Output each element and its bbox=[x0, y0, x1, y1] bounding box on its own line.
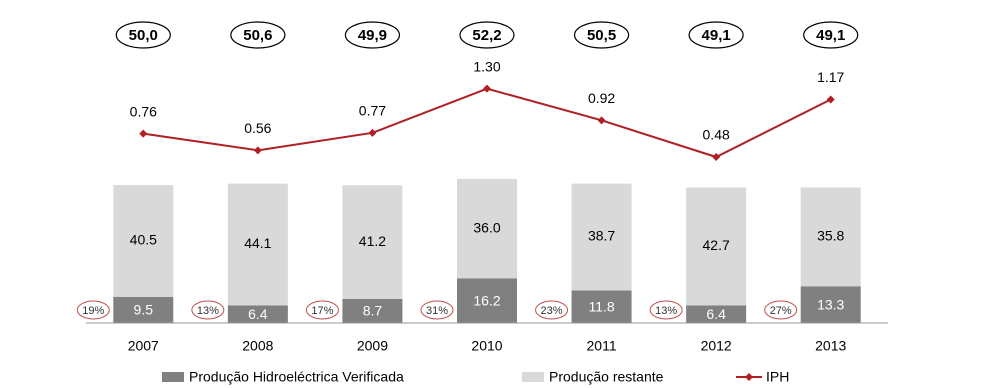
share-oval bbox=[649, 300, 683, 320]
data-label: 9.5 bbox=[134, 302, 154, 318]
share-oval bbox=[305, 300, 339, 320]
bar-segment bbox=[113, 296, 174, 323]
bar-segment bbox=[227, 305, 288, 323]
data-label: 40.5 bbox=[130, 232, 157, 248]
data-label: 41.2 bbox=[359, 233, 386, 249]
legend-swatch bbox=[522, 372, 544, 382]
bar-segment bbox=[686, 187, 747, 306]
data-label: 11.8 bbox=[588, 298, 614, 314]
x-tick-label: 2011 bbox=[587, 338, 617, 354]
data-label: 6.4 bbox=[706, 306, 726, 322]
bar-segment bbox=[571, 290, 632, 323]
total-label: 49,1 bbox=[816, 27, 845, 44]
bar-segment bbox=[342, 185, 403, 299]
data-label: 1.17 bbox=[817, 69, 844, 85]
data-label: 44.1 bbox=[244, 235, 271, 251]
total-oval bbox=[115, 21, 171, 49]
x-tick-label: 2010 bbox=[471, 338, 502, 354]
total-label: 50,6 bbox=[243, 27, 272, 44]
share-oval bbox=[420, 300, 454, 320]
total-oval bbox=[459, 21, 515, 49]
x-tick-label: 2009 bbox=[357, 338, 388, 354]
data-label: 16.2 bbox=[473, 292, 500, 308]
data-label: 13.3 bbox=[817, 296, 844, 312]
marker bbox=[483, 84, 491, 93]
data-label: 0.56 bbox=[244, 120, 271, 136]
data-label: 0.77 bbox=[359, 103, 386, 119]
share-oval bbox=[764, 300, 798, 320]
data-label: 38.7 bbox=[588, 228, 615, 244]
total-oval bbox=[230, 21, 286, 49]
marker bbox=[597, 116, 606, 125]
bar-segment bbox=[571, 183, 632, 291]
data-label: 36.0 bbox=[473, 219, 500, 235]
share-label: 13% bbox=[655, 305, 677, 317]
legend-label: Produção restante bbox=[549, 369, 664, 385]
bar-segment bbox=[342, 298, 403, 323]
data-label: 42.7 bbox=[703, 237, 730, 253]
x-tick-label: 2012 bbox=[701, 338, 732, 354]
share-label: 27% bbox=[770, 305, 792, 317]
bar-segment bbox=[800, 187, 861, 287]
total-label: 50,0 bbox=[129, 27, 158, 44]
total-label: 50,5 bbox=[587, 27, 616, 44]
marker bbox=[253, 146, 262, 155]
marker bbox=[826, 95, 835, 104]
x-tick-label: 2007 bbox=[128, 338, 159, 354]
x-tick-label: 2013 bbox=[815, 338, 846, 354]
data-label: 6.4 bbox=[248, 306, 268, 322]
data-label: 35.8 bbox=[817, 228, 844, 244]
total-oval bbox=[688, 21, 744, 49]
bar-segment bbox=[800, 286, 861, 323]
total-oval bbox=[344, 21, 401, 49]
share-label: 17% bbox=[311, 305, 333, 317]
marker bbox=[712, 153, 721, 161]
data-label: 8.7 bbox=[363, 303, 383, 319]
total-label: 49,9 bbox=[358, 27, 387, 44]
marker bbox=[139, 129, 148, 138]
legend-swatch bbox=[162, 372, 184, 382]
share-label: 23% bbox=[541, 305, 563, 317]
share-label: 31% bbox=[426, 305, 448, 317]
legend-swatch bbox=[745, 373, 753, 381]
share-label: 13% bbox=[197, 305, 219, 317]
total-oval bbox=[803, 21, 859, 49]
bar-segment bbox=[686, 305, 747, 323]
share-oval bbox=[191, 300, 225, 320]
data-label: 1.30 bbox=[473, 58, 500, 74]
marker bbox=[368, 128, 377, 137]
bar-segment bbox=[457, 278, 517, 323]
total-oval bbox=[573, 21, 630, 49]
data-label: 0.76 bbox=[130, 103, 157, 119]
total-label: 52,2 bbox=[472, 27, 501, 44]
legend-label: IPH bbox=[766, 369, 789, 385]
share-oval bbox=[535, 300, 569, 320]
legend-label: Produção Hidroeléctrica Verificada bbox=[189, 369, 404, 385]
x-tick-label: 2008 bbox=[242, 338, 273, 354]
bar-segment bbox=[113, 185, 174, 297]
data-label: 0.92 bbox=[588, 90, 615, 106]
bar-segment bbox=[457, 178, 517, 279]
share-oval bbox=[76, 300, 110, 320]
total-label: 49,1 bbox=[702, 27, 731, 44]
bar-segment bbox=[227, 183, 288, 306]
data-label: 0.48 bbox=[703, 127, 730, 143]
share-label: 19% bbox=[82, 305, 104, 317]
